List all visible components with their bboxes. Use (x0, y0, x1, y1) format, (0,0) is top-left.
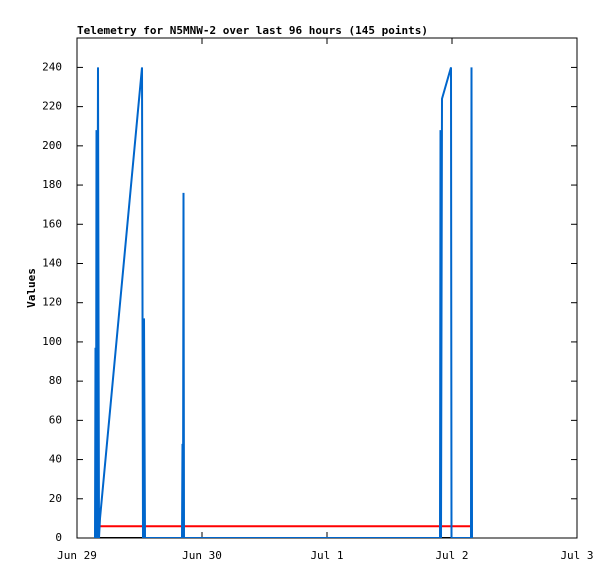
plot-frame (76, 37, 578, 539)
x-tick-label: Jul 3 (560, 549, 593, 562)
x-tick-label: Jun 29 (57, 549, 97, 562)
y-tick-label: 40 (49, 453, 62, 466)
y-tick-label: 120 (42, 296, 62, 309)
x-tick-label: Jul 2 (435, 549, 468, 562)
chart-title: Telemetry for N5MNW-2 over last 96 hours… (77, 24, 428, 37)
y-tick-label: 180 (42, 178, 62, 191)
y-tick-label: 220 (42, 100, 62, 113)
y-tick-label: 60 (49, 413, 62, 426)
x-tick-label: Jun 30 (182, 549, 222, 562)
y-tick-label: 160 (42, 217, 62, 230)
y-tick-label: 140 (42, 256, 62, 269)
y-tick-label: 20 (49, 492, 62, 505)
y-tick-label: 0 (55, 531, 62, 544)
x-tick-label: Jul 1 (310, 549, 343, 562)
y-tick-label: 80 (49, 374, 62, 387)
series-line (94, 67, 473, 538)
y-axis-label: Values (25, 268, 38, 308)
y-tick-label: 240 (42, 60, 62, 73)
y-tick-label: 200 (42, 139, 62, 152)
y-tick-label: 100 (42, 335, 62, 348)
